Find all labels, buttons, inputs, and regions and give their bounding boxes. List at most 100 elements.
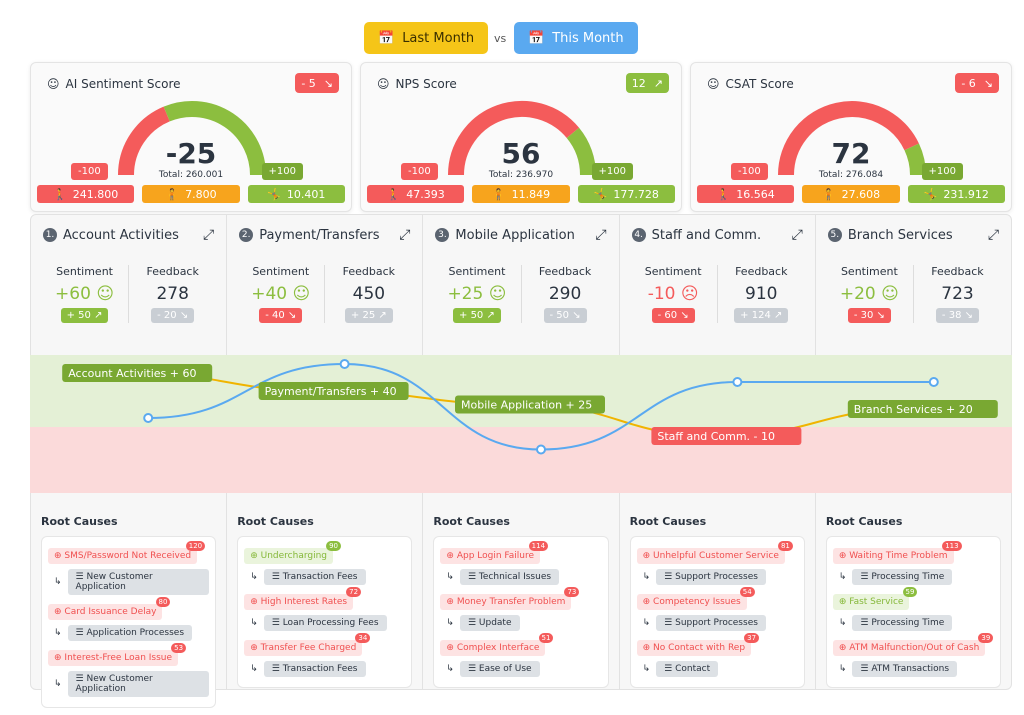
category-tag[interactable]: ☰ Transaction Fees (263, 569, 366, 585)
category-tag[interactable]: ☰ Application Processes (67, 625, 193, 641)
detractors-icon: 🚶 (716, 187, 731, 201)
subdirectory-arrow-icon: ↳ (838, 618, 847, 628)
chart-label-text: Branch Services + 20 (854, 403, 973, 416)
expand-icon[interactable]: ⤢ (203, 227, 215, 243)
promoters-icon: 🤸 (267, 187, 281, 201)
root-cause-item[interactable]: ⊕ Transfer Fee Charged 34 (244, 633, 371, 656)
feedback-stat: Feedback 278 - 20 ↘ (128, 265, 216, 323)
category-tag[interactable]: ☰ Ease of Use (459, 661, 540, 677)
category-tag[interactable]: ☰ ATM Transactions (852, 661, 958, 677)
list-icon: ☰ (860, 618, 869, 628)
category-tag[interactable]: ☰ Transaction Fees (263, 661, 366, 677)
subdirectory-arrow-icon: ↳ (446, 572, 454, 582)
trend-up-icon: ↗ (378, 310, 387, 321)
gauge-title: CSAT Score (725, 77, 794, 91)
feedback-stat: Feedback 450 + 25 ↗ (324, 265, 412, 323)
root-cause-item[interactable]: ⊕ Waiting Time Problem 113 (832, 541, 962, 564)
subdirectory-arrow-icon: ↳ (838, 572, 847, 582)
root-causes-title: Root Causes (825, 515, 903, 528)
category-tag[interactable]: ☰ Processing Time (852, 615, 953, 631)
category-tag[interactable]: ☰ Technical Issues (459, 569, 560, 585)
section-number: 2. (239, 228, 254, 242)
chart-label-box (258, 382, 409, 400)
search-insight-icon: ⊕ (642, 643, 651, 653)
detractors-icon: 🚶 (53, 187, 67, 201)
sentiment-trend-chart: Account Activities + 60 Payment/Transfers… (30, 355, 1012, 493)
smile-icon: ☺ (47, 77, 60, 91)
trend-up-icon: ↗ (774, 310, 783, 321)
last-month-button[interactable]: 📅 Last Month (364, 22, 489, 54)
subdirectory-arrow-icon: ↳ (642, 572, 651, 582)
expand-icon[interactable]: ⤢ (791, 227, 803, 243)
root-causes-title: Root Causes (41, 515, 118, 528)
section-1: 1. Account Activities ⤢ Sentiment +60 ☺ + … (31, 215, 228, 708)
expand-icon[interactable]: ⤢ (987, 227, 1000, 243)
root-cause-item[interactable]: ⊕ Unhelpful Customer Service 81 (636, 541, 793, 564)
trend-up-icon: ↗ (94, 310, 103, 321)
root-causes-title: Root Causes (629, 515, 707, 528)
gauge-min: -100 (71, 163, 108, 180)
section-title: Branch Services (847, 227, 953, 243)
chart-label-box (847, 400, 998, 418)
root-cause-item[interactable]: ⊕ Competency Issues 54 (636, 587, 755, 610)
expand-icon[interactable]: ⤢ (399, 227, 411, 243)
gauge-card: ☺ CSAT Score - 6 ↘ 72 Total: 276.084 -100 … (690, 62, 1012, 212)
section-title: Staff and Comm. (651, 227, 762, 243)
root-cause-item[interactable]: ⊕ Fast Service 59 (832, 587, 918, 610)
root-causes-title: Root Causes (433, 515, 510, 528)
nps-person-icon: ☺ (377, 77, 390, 91)
search-insight-icon: ⊕ (54, 607, 62, 617)
this-month-button[interactable]: 📅 This Month (514, 22, 638, 54)
category-tag[interactable]: ☰ Update (459, 615, 520, 631)
category-tag[interactable]: ☰ New Customer Application (67, 671, 210, 697)
root-cause-item[interactable]: ⊕ Undercharging 90 (244, 541, 342, 564)
root-cause-item[interactable]: ⊕ App Login Failure 114 (440, 541, 549, 564)
subdirectory-arrow-icon: ↳ (250, 618, 258, 628)
category-tag[interactable]: ☰ Support Processes (656, 569, 766, 585)
root-cause-item[interactable]: ⊕ Card Issuance Delay 80 (48, 597, 171, 620)
trend-down-icon: ↘ (680, 310, 689, 321)
gauge-min: -100 (401, 163, 438, 180)
section-title: Account Activities (63, 227, 179, 243)
root-cause-item[interactable]: ⊕ High Interest Rates 72 (244, 587, 362, 610)
expand-icon[interactable]: ⤢ (595, 227, 607, 243)
trend-down-icon: ↘ (964, 310, 974, 321)
category-tag[interactable]: ☰ New Customer Application (67, 569, 210, 595)
trend-down-icon: ↘ (179, 310, 189, 321)
root-cause-item[interactable]: ⊕ Money Transfer Problem 73 (440, 587, 580, 610)
feedback-delta: + 124 ↗ (734, 308, 789, 323)
category-tag[interactable]: ☰ Processing Time (852, 569, 953, 585)
root-cause-item[interactable]: ⊕ Complex Interface 51 (440, 633, 554, 656)
trend-down-icon: ↘ (572, 310, 581, 321)
count-badge: 81 (777, 541, 793, 551)
count-badge: 51 (538, 633, 554, 643)
root-cause-item[interactable]: ⊕ ATM Malfunction/Out of Cash 39 (832, 633, 994, 656)
trend-up-icon: ↗ (653, 76, 663, 90)
root-cause-item[interactable]: ⊕ Interest-Free Loan Issue 53 (48, 643, 187, 666)
search-insight-icon: ⊕ (838, 643, 847, 653)
root-causes-list: ⊕ Waiting Time Problem 113 ↳ ☰ Processing … (825, 536, 1002, 688)
search-insight-icon: ⊕ (838, 551, 847, 561)
count-chip: 🤸 177.728 (577, 185, 675, 203)
gauge-value: -25 (165, 137, 217, 170)
root-cause-item[interactable]: ⊕ SMS/Password Not Received 120 (48, 541, 206, 564)
negative-band (30, 427, 1012, 493)
category-tag[interactable]: ☰ Loan Processing Fees (263, 615, 387, 631)
root-cause-item[interactable]: ⊕ No Contact with Rep 37 (636, 633, 760, 656)
data-point (339, 359, 350, 369)
gauge-min: -100 (731, 163, 768, 180)
category-tag[interactable]: ☰ Support Processes (656, 615, 766, 631)
count-badge: 34 (355, 633, 371, 643)
category-tag[interactable]: ☰ Contact (656, 661, 719, 677)
list-icon: ☰ (75, 674, 84, 684)
list-icon: ☰ (467, 618, 477, 628)
gauge-max: +100 (921, 163, 963, 180)
root-causes-list: ⊕ App Login Failure 114 ↳ ☰ Technical Issu… (433, 536, 609, 688)
sentiment-stat: Sentiment -10 ☹ - 60 ↘ (644, 265, 702, 323)
search-insight-icon: ⊕ (642, 551, 651, 561)
chart-label: Account Activities + 60 (62, 364, 213, 382)
count-badge: 59 (902, 587, 918, 597)
count-badge: 37 (744, 633, 760, 643)
list-icon: ☰ (271, 664, 280, 674)
gauge-delta: - 5 ↘ (295, 73, 339, 93)
